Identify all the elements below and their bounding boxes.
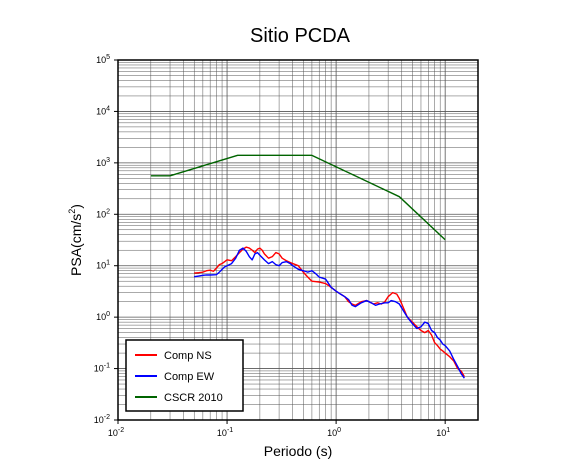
series-line-1 [194, 247, 465, 379]
grid-lines [117, 59, 479, 421]
y-axis-label-main: PSA(cm/s [68, 214, 84, 276]
legend-label-0: Comp NS [164, 350, 212, 362]
y-tick-label: 102 [96, 208, 110, 219]
legend-label-1: Comp EW [164, 371, 215, 383]
legend-label-2: CSCR 2010 [164, 392, 223, 404]
x-axis-ticks: 10-2 10-1 100 101 [108, 420, 450, 438]
series-line-2 [150, 154, 446, 241]
y-tick-label: 101 [96, 260, 110, 271]
y-axis-label-close: ) [68, 204, 84, 209]
x-tick-label: 10-2 [108, 427, 124, 438]
x-axis-label: Periodo (s) [264, 443, 332, 459]
chart-title: Sitio PCDA [250, 25, 351, 47]
y-tick-label: 105 [96, 54, 110, 65]
y-axis-ticks: 10-2 10-1 100 101 102 103 104 105 [94, 54, 118, 425]
y-axis-label: PSA(cm/s2) [67, 204, 84, 276]
series-lines [150, 154, 465, 379]
y-tick-label: 10-1 [94, 363, 110, 374]
x-tick-label: 10-1 [217, 427, 233, 438]
x-tick-label: 101 [436, 427, 450, 438]
y-tick-label: 103 [96, 157, 110, 168]
y-tick-label: 104 [96, 105, 110, 116]
x-tick-label: 100 [327, 427, 341, 438]
y-tick-label: 100 [96, 311, 110, 322]
y-tick-label: 10-2 [94, 414, 110, 425]
legend: Comp NS Comp EW CSCR 2010 [125, 339, 244, 412]
plot-frame [117, 59, 479, 421]
y-axis-label-sup: 2 [67, 209, 77, 214]
series-line-0 [194, 246, 465, 377]
